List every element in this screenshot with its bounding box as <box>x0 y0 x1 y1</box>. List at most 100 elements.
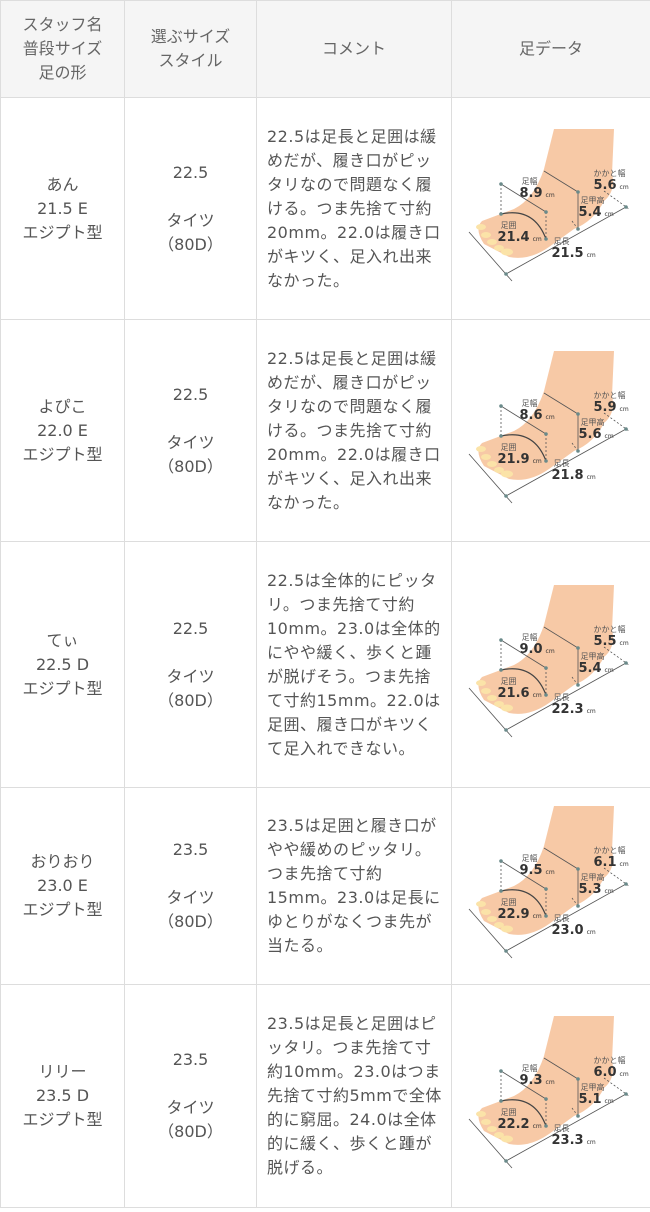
heel-width-value: 5.5 cm <box>594 635 629 650</box>
heel-width-value: 5.9 cm <box>594 401 629 416</box>
foot-width-label: 足幅 <box>521 854 538 863</box>
foot-girth-label: 足囲 <box>500 220 517 230</box>
foot-girth-label: 足囲 <box>500 676 517 686</box>
comment-cell: 22.5は足長と足囲は緩めだが、履き口がピッタリなので問題なく履ける。つま先捨て… <box>256 97 452 320</box>
foot-data-cell: 足幅 9.0 cm 足囲 21.6 cm 足長 22.3 cm 足甲高 5.4 cm か… <box>451 541 650 788</box>
foot-length-label: 足長 <box>553 692 570 702</box>
denier: （80D） <box>158 1122 223 1141</box>
foot-width-label: 足幅 <box>521 1064 538 1073</box>
unit-label: cm <box>586 1139 596 1146</box>
unit-label: cm <box>545 413 555 421</box>
unit-label: cm <box>586 473 596 481</box>
unit-label: cm <box>532 1123 542 1130</box>
heel-width-label: かかと幅 <box>593 1056 626 1065</box>
foot-girth-value: 21.6 cm <box>498 687 542 702</box>
unit-label: cm <box>619 639 629 647</box>
foot-shape: エジプト型 <box>22 900 103 919</box>
unit-label: cm <box>604 1098 614 1105</box>
value-instep: 5.4 <box>578 660 602 676</box>
unit-label: cm <box>604 888 614 895</box>
value-instep: 5.1 <box>578 1092 602 1107</box>
choice-cell: 22.5 タイツ （80D） <box>124 541 257 788</box>
denier: （80D） <box>158 234 223 254</box>
foot-girth-value: 22.2 cm <box>498 1118 542 1133</box>
comment: 22.5は足長と足囲は緩めだが、履き口がピッタリなので問題なく履ける。つま先捨て… <box>267 126 441 290</box>
foot-data-cell: 足幅 8.6 cm 足囲 21.9 cm 足長 21.8 cm 足甲高 5.6 cm か… <box>451 319 650 542</box>
staff-cell: てぃ 22.5 D エジプト型 <box>0 541 125 788</box>
foot-data-cell: 足幅 9.3 cm 足囲 22.2 cm 足長 23.3 cm 足甲高 5.1 cm か… <box>451 984 650 1208</box>
denier: （80D） <box>158 690 223 710</box>
foot-length-value: 21.8 cm <box>552 469 596 484</box>
heel-width-label: かかと幅 <box>593 624 626 634</box>
value-heel: 5.5 <box>593 633 617 649</box>
foot-length-label: 足長 <box>553 236 570 246</box>
foot-width-label: 足幅 <box>521 176 538 186</box>
unit-label: cm <box>545 647 555 655</box>
choice-cell: 22.5 タイツ （80D） <box>124 319 257 542</box>
unit-label: cm <box>532 457 542 465</box>
foot-length-value: 21.5 cm <box>552 247 596 262</box>
value-girth: 21.6 <box>497 685 530 701</box>
staff-cell: よぴこ 22.0 E エジプト型 <box>0 319 125 542</box>
foot-girth-label: 足囲 <box>500 1108 517 1117</box>
comment-cell: 22.5は全体的にピッタリ。つま先捨て寸約10mm。23.0は全体的にやや緩く、… <box>256 541 452 788</box>
style: タイツ <box>166 666 215 686</box>
comment: 22.5は足長と足囲は緩めだが、履き口がピッタリなので問題なく履ける。つま先捨て… <box>267 348 441 512</box>
value-heel: 5.6 <box>593 177 617 193</box>
comment: 22.5は全体的にピッタリ。つま先捨て寸約10mm。23.0は全体的にやや緩く、… <box>267 570 441 758</box>
unit-label: cm <box>545 191 555 199</box>
header-row: スタッフ名 普段サイズ 足の形 選ぶサイズ スタイル コメント 足データ <box>0 0 650 98</box>
instep-height-value: 5.6 cm <box>579 428 614 443</box>
instep-height-value: 5.4 cm <box>579 662 614 677</box>
chosen-size: 23.5 <box>172 840 209 859</box>
style: タイツ <box>166 888 215 907</box>
usual-size: 21.5 E <box>37 198 88 218</box>
heel-width-value: 6.0 cm <box>594 1066 629 1081</box>
value-girth: 21.9 <box>497 451 530 467</box>
unit-label: cm <box>586 929 596 936</box>
foot-length-label: 足長 <box>553 458 570 468</box>
heel-width-label: かかと幅 <box>593 846 626 855</box>
foot-illustration <box>468 128 629 281</box>
heel-width-value: 6.1 cm <box>594 856 629 871</box>
chosen-size: 22.5 <box>172 618 209 638</box>
unit-label: cm <box>604 432 614 440</box>
heel-width-label: かかと幅 <box>593 390 626 400</box>
instep-height-value: 5.3 cm <box>579 883 614 898</box>
style: タイツ <box>166 210 215 230</box>
foot-shape: エジプト型 <box>22 1110 103 1129</box>
choice-cell: 22.5 タイツ （80D） <box>124 97 257 320</box>
foot-diagram: 足幅 8.6 cm 足囲 21.9 cm 足長 21.8 cm 足甲高 5.6 cm か… <box>454 350 649 511</box>
denier: （80D） <box>158 912 223 931</box>
style: タイツ <box>166 432 215 452</box>
foot-length-label: 足長 <box>553 1124 570 1133</box>
comment-cell: 23.5は足囲と履き口がやや緩めのピッタリ。つま先捨て寸約15mm。23.0は足… <box>256 787 452 985</box>
value-length: 23.0 <box>551 923 584 938</box>
table-row: あん 21.5 E エジプト型 22.5 タイツ （80D） 22.5は足長と足囲は緩め… <box>0 97 650 320</box>
chosen-size: 22.5 <box>172 162 209 182</box>
instep-height-value: 5.4 cm <box>579 206 614 221</box>
unit-label: cm <box>619 405 629 413</box>
chosen-size: 22.5 <box>172 384 209 404</box>
value-width: 9.5 <box>519 863 543 878</box>
foot-length-value: 23.0 cm <box>552 924 596 939</box>
chosen-size: 23.5 <box>172 1050 209 1069</box>
instep-height-label: 足甲高 <box>580 651 605 661</box>
foot-length-label: 足長 <box>553 914 570 923</box>
value-girth: 21.4 <box>497 229 530 245</box>
header-comment: コメント <box>256 0 452 98</box>
staff-cell: おりおり 23.0 E エジプト型 <box>0 787 125 985</box>
unit-label: cm <box>532 235 542 243</box>
style: タイツ <box>166 1098 215 1117</box>
foot-width-label: 足幅 <box>521 632 538 642</box>
header-staff: スタッフ名 普段サイズ 足の形 <box>0 0 125 98</box>
instep-height-label: 足甲高 <box>580 1083 605 1092</box>
value-heel: 6.0 <box>593 1065 617 1080</box>
unit-label: cm <box>586 251 596 259</box>
table-row: てぃ 22.5 D エジプト型 22.5 タイツ （80D） 22.5は全体的にピッタリ… <box>0 541 650 788</box>
unit-label: cm <box>545 1079 555 1086</box>
table-row: おりおり 23.0 E エジプト型 23.5 タイツ （80D） 23.5は足囲と履き口… <box>0 787 650 985</box>
foot-width-value: 9.0 cm <box>520 643 555 658</box>
foot-girth-value: 21.4 cm <box>498 231 542 246</box>
